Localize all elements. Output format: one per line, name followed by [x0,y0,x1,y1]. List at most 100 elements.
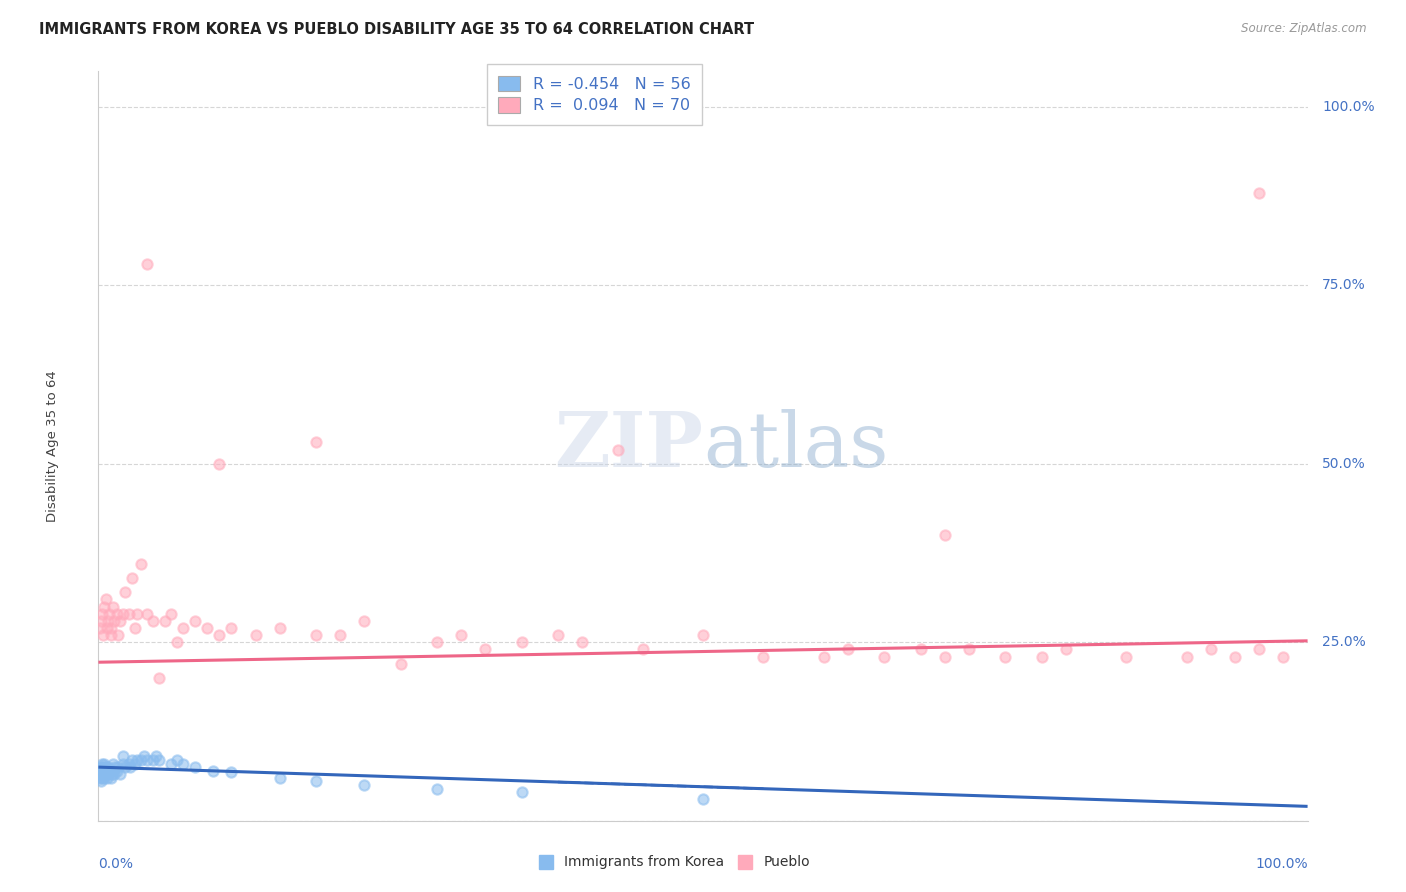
Point [91,767,114,781]
Point [135,753,157,767]
Point [105,764,128,778]
Point [474,642,496,657]
Point [91,756,114,771]
Point [202,764,225,778]
Point [1175,649,1198,664]
Point [91,607,114,621]
Point [329,628,352,642]
Point [127,753,149,767]
Text: atlas: atlas [703,409,889,483]
Point [94,592,117,607]
Point [114,585,136,599]
Point [184,760,207,774]
Point [97,614,120,628]
Point [108,767,131,781]
Point [208,457,231,471]
Point [353,778,375,792]
Point [692,628,714,642]
Point [1031,649,1053,664]
Point [692,792,714,806]
Point [108,614,131,628]
Point [101,756,124,771]
Point [245,628,267,642]
Point [96,764,118,778]
Point [1115,649,1137,664]
Point [160,607,183,621]
Text: 0.0%: 0.0% [98,856,134,871]
Point [571,635,593,649]
Point [389,657,412,671]
Point [96,621,118,635]
Point [607,442,630,457]
Point [90,760,112,774]
Point [91,764,114,778]
Point [94,760,117,774]
Point [269,621,291,635]
Text: ZIP: ZIP [554,409,703,483]
Text: IMMIGRANTS FROM KOREA VS PUEBLO DISABILITY AGE 35 TO 64 CORRELATION CHART: IMMIGRANTS FROM KOREA VS PUEBLO DISABILI… [39,22,755,37]
Point [93,764,115,778]
Point [100,767,122,781]
Point [93,771,115,785]
Point [134,749,156,764]
Point [100,621,122,635]
Point [94,767,117,781]
Point [547,628,569,642]
Point [124,756,146,771]
Legend: R = -0.454   N = 56, R =  0.094   N = 70: R = -0.454 N = 56, R = 0.094 N = 70 [486,64,702,125]
Point [90,767,112,781]
Point [96,771,118,785]
Point [100,764,122,778]
Point [135,257,157,271]
Point [510,785,533,799]
Point [353,614,375,628]
Point [145,749,167,764]
Point [305,774,328,789]
Point [166,753,188,767]
Point [97,760,120,774]
Text: Source: ZipAtlas.com: Source: ZipAtlas.com [1241,22,1367,36]
Point [124,621,146,635]
Point [98,607,121,621]
Point [129,557,152,571]
Point [752,649,775,664]
Text: 75.0%: 75.0% [1322,278,1365,293]
Point [934,649,956,664]
Text: 25.0%: 25.0% [1322,635,1365,649]
Point [101,599,124,614]
Point [160,756,183,771]
Point [426,781,449,796]
Text: 100.0%: 100.0% [1256,856,1308,871]
Point [1272,649,1295,664]
Point [510,635,533,649]
Point [142,753,165,767]
Point [101,764,124,778]
Point [142,614,165,628]
Point [91,760,114,774]
Point [172,756,194,771]
Text: Pueblo: Pueblo [763,855,810,869]
Point [90,774,112,789]
Point [1249,642,1271,657]
Point [813,649,835,664]
Point [450,628,472,642]
Point [994,649,1017,664]
Point [153,614,176,628]
Point [172,621,194,635]
Point [127,607,149,621]
Point [121,571,143,585]
Point [1223,649,1246,664]
Point [111,749,134,764]
Point [837,642,859,657]
Text: 100.0%: 100.0% [1322,100,1375,114]
Point [208,628,231,642]
Point [221,621,243,635]
Point [90,614,112,628]
Point [135,607,157,621]
Point [100,628,122,642]
Point [1054,642,1077,657]
Point [148,753,170,767]
Point [305,435,328,450]
Point [957,642,980,657]
Point [97,767,120,781]
